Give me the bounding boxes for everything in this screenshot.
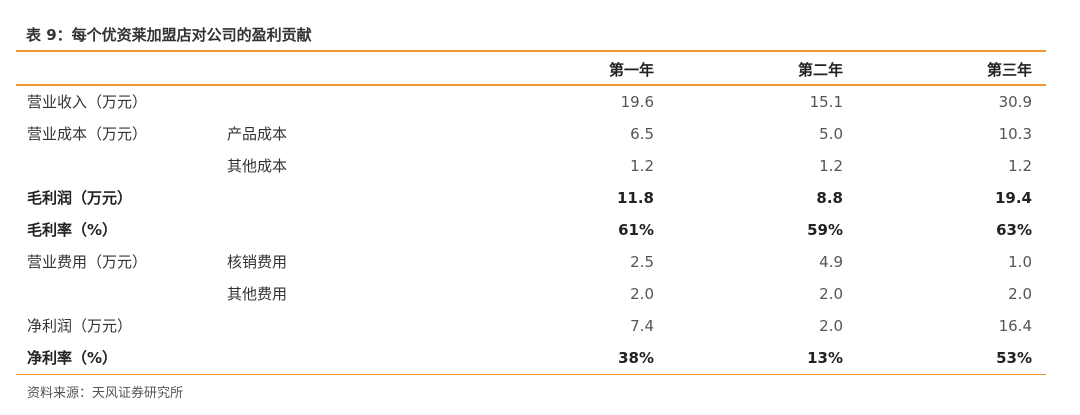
- column-header-year-2: 第二年: [797, 61, 843, 79]
- cell-year-2: 2.0: [819, 285, 843, 303]
- row-label: 净利润（万元）: [27, 317, 133, 335]
- cell-year-3: 30.9: [998, 93, 1032, 111]
- cell-year-1: 2.0: [630, 285, 654, 303]
- row-label: 营业成本（万元）: [27, 125, 148, 143]
- row-label: 营业费用（万元）: [27, 253, 148, 271]
- table-row: 净利率（%） 38% 13% 53%: [0, 342, 1080, 374]
- bottom-rule: [16, 374, 1046, 375]
- table-row: 营业费用（万元） 核销费用 2.5 4.9 1.0: [0, 246, 1080, 278]
- row-label: 净利率（%）: [27, 349, 118, 367]
- cell-year-1: 19.6: [620, 93, 654, 111]
- cell-year-2: 5.0: [819, 125, 843, 143]
- cell-year-1: 2.5: [630, 253, 654, 271]
- cell-year-2: 15.1: [809, 93, 843, 111]
- cell-year-1: 6.5: [630, 125, 654, 143]
- table-row: 毛利润（万元） 11.8 8.8 19.4: [0, 182, 1080, 214]
- row-sublabel: 其他费用: [227, 285, 288, 303]
- cell-year-3: 19.4: [994, 189, 1032, 207]
- cell-year-3: 1.0: [1008, 253, 1032, 271]
- cell-year-3: 63%: [996, 221, 1032, 239]
- row-sublabel: 其他成本: [227, 157, 288, 175]
- cell-year-2: 1.2: [819, 157, 843, 175]
- cell-year-2: 4.9: [819, 253, 843, 271]
- column-header-year-1: 第一年: [608, 61, 654, 79]
- row-label: 毛利率（%）: [27, 221, 118, 239]
- table-row: 其他成本 1.2 1.2 1.2: [0, 150, 1080, 182]
- cell-year-1: 1.2: [630, 157, 654, 175]
- cell-year-1: 61%: [618, 221, 654, 239]
- cell-year-2: 2.0: [819, 317, 843, 335]
- table-row: 营业收入（万元） 19.6 15.1 30.9: [0, 86, 1080, 118]
- header-rule: [16, 84, 1046, 86]
- cell-year-3: 1.2: [1008, 157, 1032, 175]
- column-header-year-3: 第三年: [986, 61, 1032, 79]
- table-row: 其他费用 2.0 2.0 2.0: [0, 278, 1080, 310]
- cell-year-2: 13%: [807, 349, 843, 367]
- cell-year-3: 10.3: [998, 125, 1032, 143]
- cell-year-3: 53%: [996, 349, 1032, 367]
- row-label: 毛利润（万元）: [27, 189, 133, 207]
- table-row: 净利润（万元） 7.4 2.0 16.4: [0, 310, 1080, 342]
- row-sublabel: 产品成本: [227, 125, 288, 143]
- table-row: 毛利率（%） 61% 59% 63%: [0, 214, 1080, 246]
- table-title: 表 9：每个优资莱加盟店对公司的盈利贡献: [26, 26, 312, 44]
- cell-year-2: 59%: [807, 221, 843, 239]
- cell-year-1: 11.8: [616, 189, 654, 207]
- cell-year-3: 16.4: [998, 317, 1032, 335]
- cell-year-1: 38%: [618, 349, 654, 367]
- top-rule: [16, 50, 1046, 52]
- table-row: 营业成本（万元） 产品成本 6.5 5.0 10.3: [0, 118, 1080, 150]
- row-label: 营业收入（万元）: [27, 93, 148, 111]
- row-sublabel: 核销费用: [227, 253, 288, 271]
- cell-year-3: 2.0: [1008, 285, 1032, 303]
- source-note: 资料来源：天风证券研究所: [27, 386, 184, 401]
- cell-year-1: 7.4: [630, 317, 654, 335]
- cell-year-2: 8.8: [816, 189, 843, 207]
